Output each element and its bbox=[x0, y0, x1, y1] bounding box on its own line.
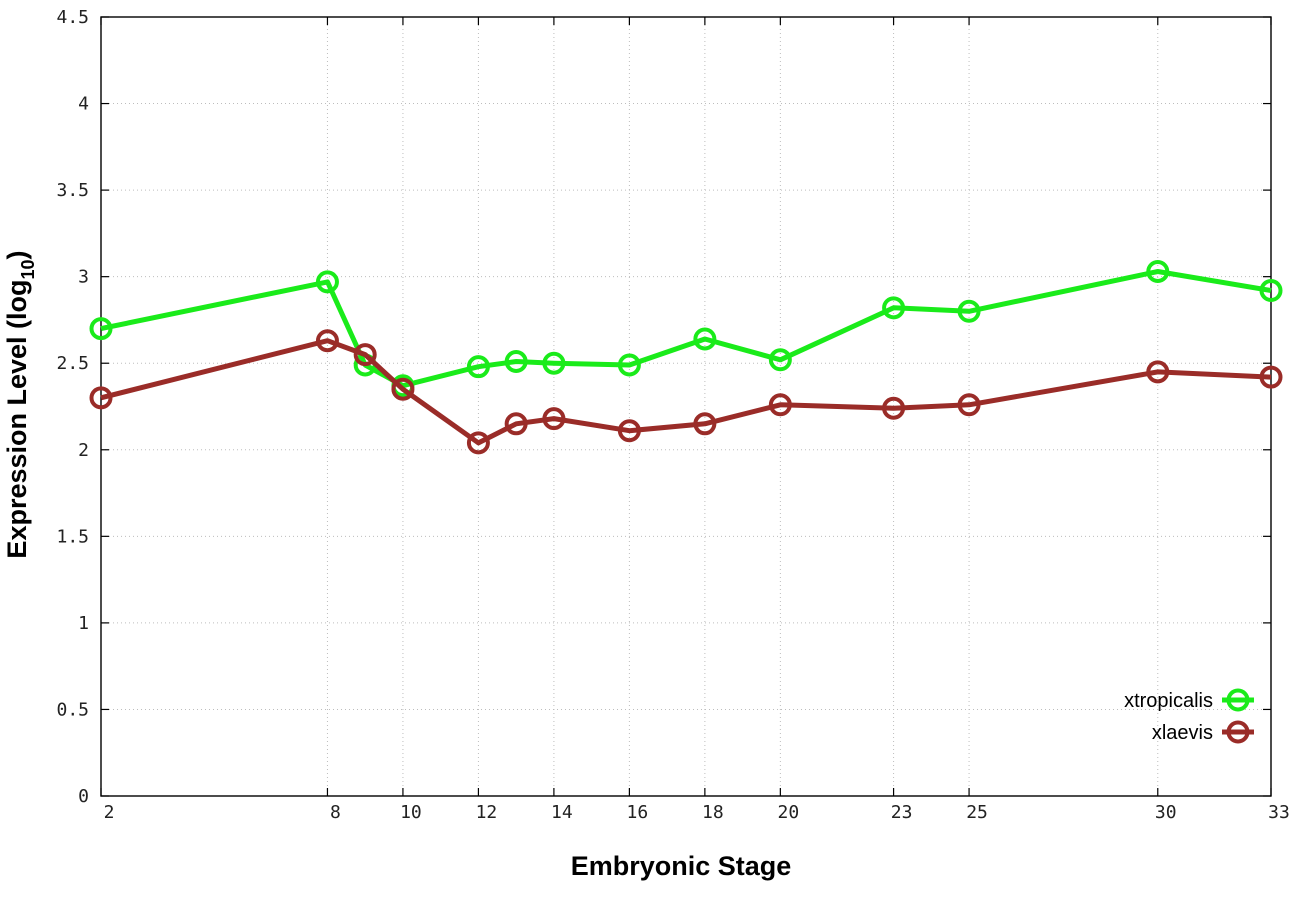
legend-swatches bbox=[1222, 688, 1254, 744]
plot-frame bbox=[100, 16, 1272, 797]
data-point-xtropicalis bbox=[466, 355, 490, 379]
data-point-xlaevis bbox=[315, 329, 339, 353]
y-tick-label: 3.5 bbox=[56, 180, 89, 201]
x-tick-label: 10 bbox=[400, 802, 422, 823]
x-tick-label: 8 bbox=[330, 802, 341, 823]
data-point-xtropicalis bbox=[1146, 259, 1170, 283]
data-point-xlaevis bbox=[768, 393, 792, 417]
data-point-xtropicalis bbox=[542, 351, 566, 375]
data-point-xlaevis bbox=[1146, 360, 1170, 384]
y-tick-label: 2.5 bbox=[56, 353, 89, 374]
x-tick-label: 33 bbox=[1268, 802, 1290, 823]
legend-label-xtropicalis: xtropicalis bbox=[1124, 690, 1213, 712]
data-point-xtropicalis bbox=[1259, 279, 1283, 303]
data-point-xlaevis bbox=[617, 419, 641, 443]
x-tick-label: 2 bbox=[104, 802, 115, 823]
data-point-xlaevis bbox=[89, 386, 113, 410]
y-axis-title-subscript: 10 bbox=[18, 259, 38, 279]
legend-marker-xlaevis bbox=[1226, 720, 1250, 744]
tick-layer: 0 0.5 1 1.5 2 2.5 3 3.5 4 4.5 2 8 10 12 14 16 18 20 23 25 30… bbox=[56, 7, 1289, 823]
x-tick-label: 14 bbox=[551, 802, 573, 823]
grid-layer bbox=[101, 17, 1271, 796]
y-tick-label: 0 bbox=[78, 786, 89, 807]
data-point-xlaevis bbox=[391, 377, 415, 401]
series-line-xtropicalis bbox=[100, 269, 1272, 389]
data-point-xlaevis bbox=[466, 431, 490, 455]
data-point-xlaevis bbox=[504, 412, 528, 436]
series-line-xlaevis bbox=[100, 338, 1272, 446]
data-point-xtropicalis bbox=[504, 349, 528, 373]
y-axis-title-main: Expression Level (log bbox=[2, 279, 32, 558]
data-point-xtropicalis bbox=[768, 348, 792, 372]
x-tick-label: 30 bbox=[1155, 802, 1177, 823]
data-point-xlaevis bbox=[882, 396, 906, 420]
y-tick-label: 2 bbox=[78, 440, 89, 461]
x-tick-label: 20 bbox=[778, 802, 800, 823]
data-point-xtropicalis bbox=[882, 296, 906, 320]
x-tick-label: 16 bbox=[627, 802, 649, 823]
series-layer bbox=[89, 259, 1283, 455]
legend-marker-xtropicalis bbox=[1226, 688, 1250, 712]
data-point-xtropicalis bbox=[617, 353, 641, 377]
data-point-xtropicalis bbox=[693, 327, 717, 351]
y-tick-label: 0.5 bbox=[56, 699, 89, 720]
x-tick-label: 12 bbox=[476, 802, 498, 823]
data-point-xlaevis bbox=[1259, 365, 1283, 389]
legend-label-xlaevis: xlaevis bbox=[1152, 722, 1213, 744]
data-point-xlaevis bbox=[542, 407, 566, 431]
x-tick-label: 23 bbox=[891, 802, 913, 823]
y-tick-label: 4.5 bbox=[56, 7, 89, 28]
y-tick-label: 3 bbox=[78, 267, 89, 288]
y-tick-label: 4 bbox=[78, 94, 89, 115]
data-point-xlaevis bbox=[693, 412, 717, 436]
y-axis-title-close: ) bbox=[2, 250, 32, 259]
y-tick-label: 1.5 bbox=[56, 526, 89, 547]
data-point-xlaevis bbox=[957, 393, 981, 417]
x-axis-title: Embryonic Stage bbox=[571, 851, 792, 881]
y-axis-title: Expression Level (log10) bbox=[2, 250, 38, 558]
data-point-xlaevis bbox=[353, 343, 377, 367]
data-point-xtropicalis bbox=[957, 299, 981, 323]
legend: xtropicalis xlaevis bbox=[1124, 688, 1254, 744]
x-tick-label: 18 bbox=[702, 802, 724, 823]
y-tick-label: 1 bbox=[78, 613, 89, 634]
data-point-xtropicalis bbox=[89, 317, 113, 341]
x-tick-label: 25 bbox=[966, 802, 988, 823]
data-point-xtropicalis bbox=[315, 270, 339, 294]
